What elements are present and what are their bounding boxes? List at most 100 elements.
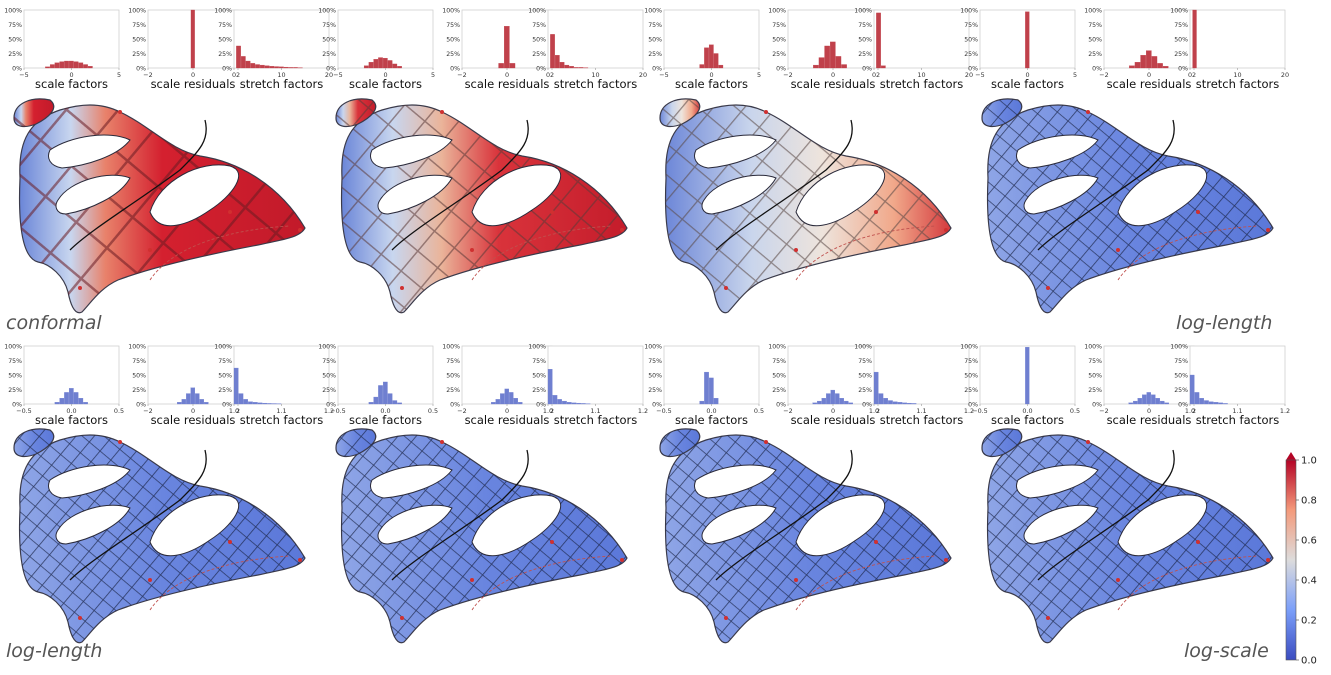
y-tick-label: 25% [858, 51, 872, 58]
cone-point [1196, 210, 1200, 214]
cone-point [298, 228, 302, 232]
y-tick-label: 100% [1084, 8, 1102, 15]
bar [1138, 398, 1142, 404]
x-tick-label: −5 [333, 71, 342, 79]
cone-point [1046, 286, 1050, 290]
bar [284, 67, 288, 68]
bar [1025, 347, 1029, 404]
cone-point [118, 440, 122, 444]
bar [1157, 63, 1162, 68]
bar [1160, 401, 1164, 404]
y-tick-label: 50% [532, 373, 546, 380]
plot-frame [874, 10, 969, 68]
bar [841, 65, 846, 68]
plot-frame [1190, 346, 1285, 404]
y-tick-label: 75% [132, 358, 146, 365]
y-tick-label: 100% [528, 8, 546, 15]
surface-rendering-3 [660, 99, 951, 313]
y-tick-label: 50% [218, 373, 232, 380]
y-tick-label: 75% [532, 22, 546, 29]
bar [195, 394, 199, 404]
bar [550, 34, 554, 68]
colorbar-tick-label: 0.0 [1301, 656, 1317, 667]
bar [393, 64, 397, 68]
cone-point [440, 440, 444, 444]
cone-point [550, 210, 554, 214]
surface-rendering-8 [982, 429, 1273, 643]
y-tick-label: 75% [8, 358, 22, 365]
bar [191, 388, 195, 404]
cone-point [944, 558, 948, 562]
cone-point [1116, 578, 1120, 582]
bar [1214, 402, 1218, 404]
bar [1190, 375, 1194, 404]
plot-frame [234, 10, 329, 68]
bar [496, 399, 500, 404]
y-tick-label: 0% [1178, 66, 1188, 73]
y-tick-label: 100% [442, 8, 460, 15]
bar [64, 392, 68, 404]
y-tick-label: 75% [772, 358, 786, 365]
x-axis-title: scale residuals [465, 77, 550, 91]
bar [383, 382, 387, 404]
cone-point [1266, 558, 1270, 562]
cone-point [1086, 110, 1090, 114]
y-tick-label: 25% [532, 51, 546, 58]
bar [907, 403, 911, 404]
y-tick-label: 0% [862, 66, 872, 73]
y-tick-label: 50% [218, 37, 232, 44]
bar [579, 67, 583, 68]
x-axis-title: scale factors [35, 77, 108, 91]
x-axis-title: stretch factors [880, 77, 964, 91]
y-tick-label: 50% [648, 37, 662, 44]
surface-rendering-7 [660, 429, 951, 643]
y-tick-label: 100% [442, 344, 460, 351]
x-axis-title: stretch factors [554, 77, 638, 91]
bar [177, 402, 181, 404]
bar [393, 401, 397, 404]
y-tick-label: 75% [132, 22, 146, 29]
y-tick-label: 100% [960, 344, 978, 351]
y-tick-label: 50% [858, 37, 872, 44]
y-tick-label: 50% [132, 37, 146, 44]
bar [510, 63, 515, 68]
bar [244, 399, 248, 404]
bar [248, 402, 252, 404]
bar [835, 394, 839, 404]
x-axis-title: scale residuals [791, 77, 876, 91]
surface-rendering-1 [14, 99, 305, 313]
bar [562, 401, 566, 404]
y-tick-label: 100% [128, 8, 146, 15]
y-tick-label: 75% [446, 358, 460, 365]
bar [241, 56, 245, 68]
y-tick-label: 100% [214, 8, 232, 15]
y-tick-label: 100% [4, 344, 22, 351]
x-tick-label: 20 [639, 71, 647, 79]
bar [1151, 395, 1155, 404]
cone-point [440, 110, 444, 114]
y-tick-label: 25% [772, 387, 786, 394]
y-tick-label: 75% [218, 22, 232, 29]
bar [246, 61, 250, 68]
y-tick-label: 50% [132, 373, 146, 380]
bar [260, 65, 264, 68]
bar [83, 65, 87, 68]
cone-point [724, 616, 728, 620]
bar [79, 63, 83, 68]
cone-point [764, 440, 768, 444]
bar [700, 65, 704, 68]
bar [397, 403, 401, 404]
x-tick-label: 0 [1188, 71, 1192, 79]
bar [253, 402, 257, 404]
y-tick-label: 25% [648, 387, 662, 394]
bar [1195, 392, 1199, 404]
cone-point [228, 210, 232, 214]
bar [369, 62, 373, 68]
bar [1025, 12, 1029, 68]
colorbar-tick-label: 0.4 [1301, 576, 1317, 587]
bar [1135, 62, 1140, 68]
